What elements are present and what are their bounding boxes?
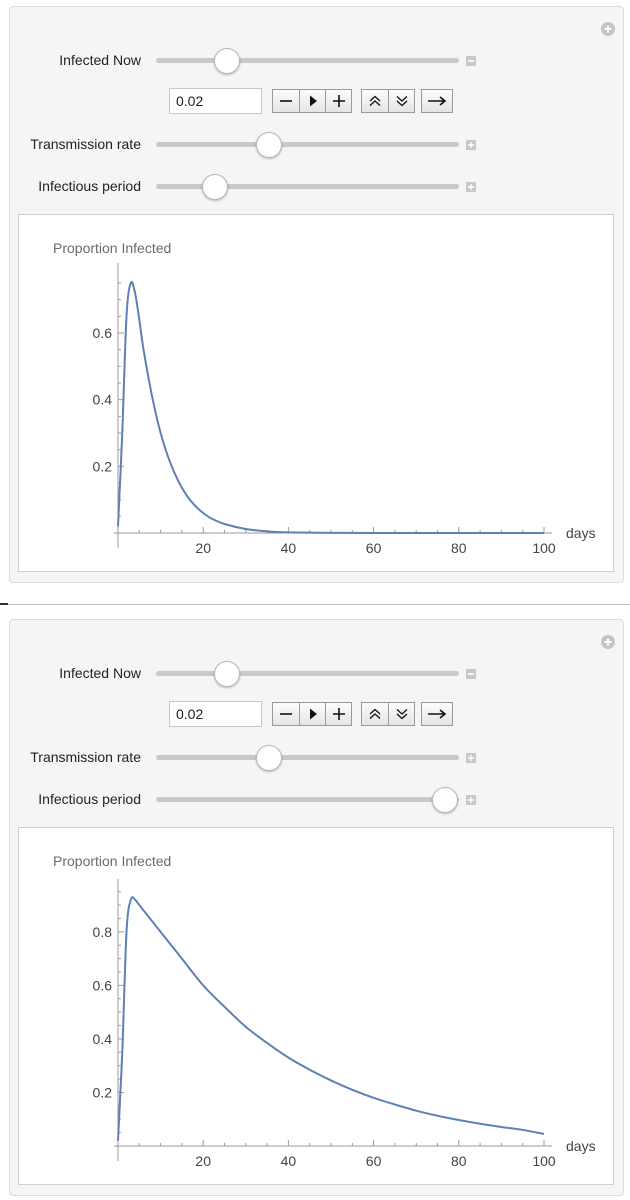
infected-curve — [117, 281, 545, 535]
transmission-rate-label: Transmission rate — [30, 749, 141, 765]
play-button[interactable] — [299, 90, 325, 112]
infectious-period-label: Infectious period — [38, 178, 141, 194]
infectious-period-slider-thumb[interactable] — [201, 174, 228, 200]
transmission-rate-slider[interactable] — [156, 132, 459, 158]
minus-square-icon[interactable] — [466, 56, 476, 66]
y-tick-label: 0.2 — [93, 1084, 113, 1100]
speed-buttons — [361, 702, 415, 726]
right-arrow-icon — [428, 96, 447, 106]
animation-step-buttons — [272, 702, 352, 726]
cell-bracket — [0, 603, 8, 605]
x-tick-label: 80 — [451, 1153, 467, 1169]
x-tick-label: 100 — [532, 540, 556, 556]
animation-step-buttons — [272, 89, 352, 113]
play-icon — [309, 95, 317, 107]
step-forward-button[interactable] — [325, 90, 351, 112]
y-tick-label: 0.8 — [93, 924, 113, 940]
plot-title: Proportion Infected — [53, 240, 171, 256]
minus-square-icon[interactable] — [466, 669, 476, 679]
manipulate-panel-2: Infected Now 0.02 Transmission rate — [9, 619, 624, 1196]
x-tick-label: 20 — [195, 540, 211, 556]
infected-now-slider-thumb[interactable] — [213, 48, 240, 74]
infected-now-slider[interactable] — [156, 661, 459, 687]
infectious-period-slider[interactable] — [156, 174, 459, 200]
infected-now-slider[interactable] — [156, 48, 459, 74]
infected-now-slider-thumb[interactable] — [213, 661, 240, 687]
plus-circle-icon[interactable] — [601, 635, 615, 649]
transmission-rate-slider-thumb[interactable] — [256, 132, 283, 158]
x-tick-label: 80 — [451, 540, 467, 556]
x-tick-label: 100 — [532, 1153, 556, 1169]
double-down-icon — [396, 709, 407, 720]
proportion-infected-chart-2: Proportion Infected 20 40 60 80 100 0.8 0.6 0.4 0… — [53, 853, 596, 1169]
faster-button[interactable] — [362, 703, 388, 725]
plot-frame-2: Proportion Infected 20 40 60 80 100 0.8 0.6 0.4 0… — [18, 827, 614, 1185]
proportion-infected-chart-1: Proportion Infected 20 40 60 80 100 0.6 0.4 0.2 d… — [53, 240, 596, 556]
x-tick-label: 60 — [366, 1153, 382, 1169]
right-arrow-icon — [428, 709, 447, 719]
plus-icon — [332, 95, 345, 107]
minus-icon — [280, 713, 292, 715]
direction-buttons — [421, 89, 453, 113]
plus-circle-icon[interactable] — [601, 22, 615, 36]
infectious-period-slider[interactable] — [156, 787, 459, 813]
plot-frame-1: Proportion Infected 20 40 60 80 100 0.6 0.4 0.2 d… — [18, 214, 614, 572]
infected-now-input[interactable]: 0.02 — [169, 88, 262, 114]
y-tick-label: 0.6 — [93, 325, 113, 341]
direction-button[interactable] — [422, 90, 452, 112]
double-up-icon — [369, 95, 381, 106]
y-tick-label: 0.4 — [93, 1031, 113, 1047]
minus-icon — [280, 100, 292, 102]
transmission-rate-label: Transmission rate — [30, 136, 141, 152]
plus-square-icon[interactable] — [466, 182, 476, 192]
transmission-rate-slider[interactable] — [156, 745, 459, 771]
slower-button[interactable] — [388, 703, 414, 725]
x-axis-label: days — [566, 1138, 596, 1154]
transmission-rate-slider-thumb[interactable] — [256, 745, 283, 771]
direction-button[interactable] — [422, 703, 452, 725]
manipulate-panel-1: Infected Now 0.02 Transmission rate — [9, 6, 624, 583]
direction-buttons — [421, 702, 453, 726]
double-up-icon — [369, 708, 381, 719]
infected-now-input[interactable]: 0.02 — [169, 701, 262, 727]
plus-icon — [332, 708, 345, 720]
step-forward-button[interactable] — [325, 703, 351, 725]
y-tick-label: 0.4 — [93, 392, 113, 408]
speed-buttons — [361, 89, 415, 113]
infected-now-label: Infected Now — [59, 665, 141, 681]
play-icon — [309, 708, 317, 720]
x-tick-label: 20 — [195, 1153, 211, 1169]
faster-button[interactable] — [362, 90, 388, 112]
double-down-icon — [396, 96, 407, 107]
x-tick-label: 40 — [281, 540, 297, 556]
x-tick-label: 40 — [281, 1153, 297, 1169]
plus-square-icon[interactable] — [466, 795, 476, 805]
infected-curve — [117, 896, 545, 1141]
step-back-button[interactable] — [273, 703, 299, 725]
play-button[interactable] — [299, 703, 325, 725]
infectious-period-slider-thumb[interactable] — [431, 787, 458, 813]
infectious-period-label: Infectious period — [38, 791, 141, 807]
cell-divider — [0, 604, 630, 605]
y-tick-label: 0.2 — [93, 458, 113, 474]
y-tick-label: 0.6 — [93, 977, 113, 993]
infected-now-label: Infected Now — [59, 52, 141, 68]
slower-button[interactable] — [388, 90, 414, 112]
plot-title: Proportion Infected — [53, 853, 171, 869]
step-back-button[interactable] — [273, 90, 299, 112]
plus-square-icon[interactable] — [466, 753, 476, 763]
x-axis-label: days — [566, 525, 596, 541]
plus-square-icon[interactable] — [466, 140, 476, 150]
x-tick-label: 60 — [366, 540, 382, 556]
